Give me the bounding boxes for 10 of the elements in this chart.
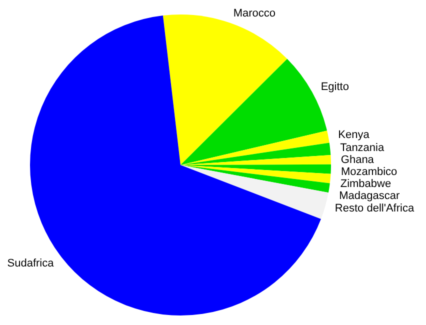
slice-label: Sudafrica <box>7 257 55 270</box>
slice-label: Zimbabwe <box>340 178 392 190</box>
slice-label: Mozambico <box>340 166 398 178</box>
slice-label: Tanzania <box>340 142 385 154</box>
slice-label: Madagascar <box>339 190 400 202</box>
slice-label: Marocco <box>233 7 276 20</box>
slice-label: Egitto <box>320 81 349 94</box>
slice-label: Resto dell'Africa <box>334 202 415 215</box>
slice-label: Ghana <box>340 154 375 166</box>
slice-label: Kenya <box>338 128 370 141</box>
